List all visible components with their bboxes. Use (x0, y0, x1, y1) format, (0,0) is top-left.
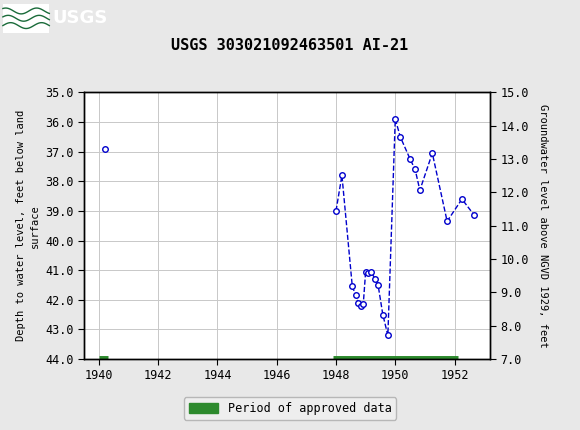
Y-axis label: Groundwater level above NGVD 1929, feet: Groundwater level above NGVD 1929, feet (538, 104, 549, 347)
Legend: Period of approved data: Period of approved data (184, 397, 396, 420)
Y-axis label: Depth to water level, feet below land
surface: Depth to water level, feet below land su… (16, 110, 39, 341)
Bar (3, 3, 49, 33)
Text: USGS: USGS (52, 9, 107, 27)
Text: USGS 303021092463501 AI-21: USGS 303021092463501 AI-21 (171, 38, 409, 52)
